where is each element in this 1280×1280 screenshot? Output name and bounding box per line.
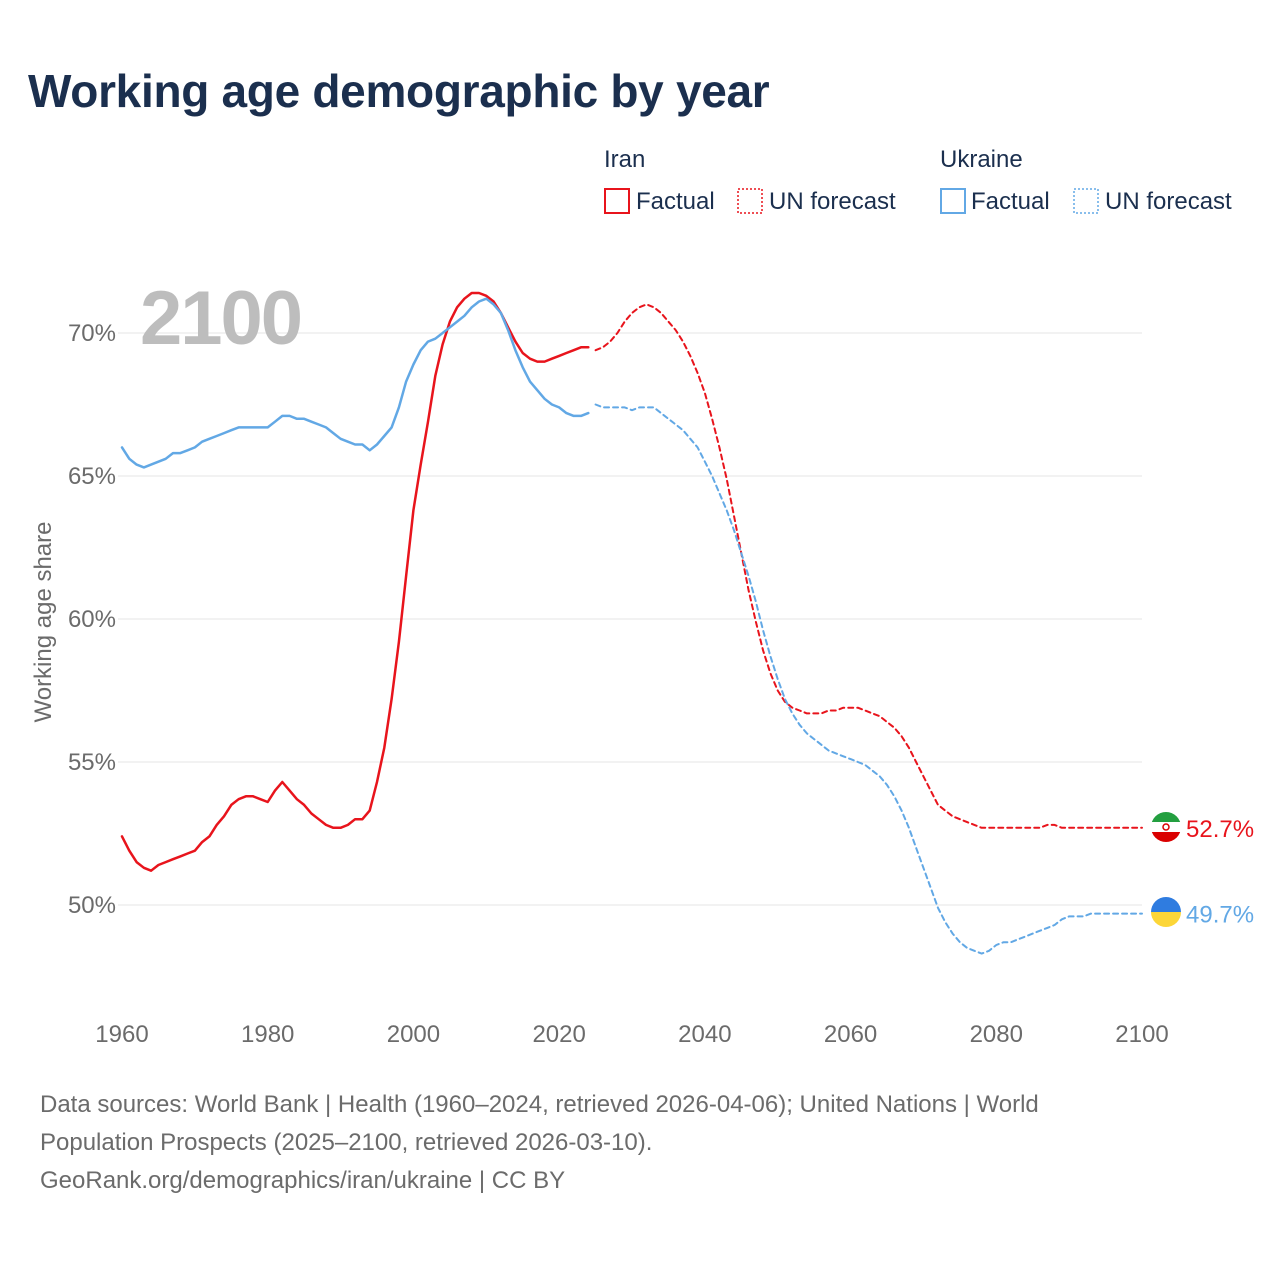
y-tick-label: 70% — [68, 320, 116, 347]
x-tick-label: 2100 — [1115, 1021, 1168, 1048]
legend-swatch-ukraine-factual[interactable] — [940, 188, 966, 214]
legend-label-ukraine-forecast: UN forecast — [1105, 188, 1232, 215]
footer-sources-line2: Population Prospects (2025–2100, retriev… — [40, 1129, 653, 1156]
end-label-ukraine: 49.7% — [1186, 902, 1254, 929]
grid — [118, 332, 1142, 906]
y-tick-label: 65% — [68, 463, 116, 490]
series-line-iran-forecast[interactable] — [594, 303, 1143, 829]
chart-title: Working age demographic by year — [28, 65, 770, 117]
legend-group-ukraine: Ukraine — [940, 146, 1023, 173]
x-tick-label: 2060 — [824, 1021, 877, 1048]
series-line-ukraine-forecast[interactable] — [594, 403, 1143, 955]
flag-iran-icon — [1151, 812, 1181, 842]
x-tick-label: 1960 — [95, 1021, 148, 1048]
legend-label-iran-factual: Factual — [636, 188, 715, 215]
flag-ukraine-icon — [1151, 897, 1181, 927]
legend-swatch-ukraine-forecast[interactable] — [1073, 188, 1099, 214]
y-axis-ticks: 50% 55% 60% 65% 70% — [68, 320, 116, 919]
legend-swatch-iran-factual[interactable] — [604, 188, 630, 214]
footer-attribution[interactable]: GeoRank.org/demographics/iran/ukraine | … — [40, 1167, 566, 1194]
y-tick-label: 60% — [68, 606, 116, 633]
series-line-ukraine-factual[interactable] — [120, 297, 590, 469]
legend-swatch-iran-forecast[interactable] — [737, 188, 763, 214]
legend: Iran Factual UN forecast Ukraine Factual… — [604, 146, 1232, 215]
legend-group-iran: Iran — [604, 146, 645, 173]
legend-label-iran-forecast: UN forecast — [769, 188, 896, 215]
x-tick-label: 2000 — [387, 1021, 440, 1048]
footer: Data sources: World Bank | Health (1960–… — [40, 1086, 1190, 1200]
series-line-iran-factual[interactable] — [120, 291, 590, 872]
end-labels: 52.7% 49.7% — [1186, 816, 1254, 929]
x-axis-ticks: 1960 1980 2000 2020 2040 2060 2080 2100 — [95, 1021, 1168, 1048]
x-tick-label: 2020 — [532, 1021, 585, 1048]
end-label-iran: 52.7% — [1186, 816, 1254, 843]
footer-sources-line1: Data sources: World Bank | Health (1960–… — [40, 1091, 1039, 1118]
chart-svg: Iran Factual UN forecast Ukraine Factual… — [30, 146, 1254, 1048]
year-overlay: 2100 — [140, 276, 301, 361]
x-tick-label: 2080 — [970, 1021, 1023, 1048]
y-axis-label: Working age share — [30, 522, 57, 723]
x-tick-label: 2040 — [678, 1021, 731, 1048]
legend-label-ukraine-factual: Factual — [971, 188, 1050, 215]
y-tick-label: 55% — [68, 749, 116, 776]
series-lines — [120, 291, 1143, 955]
y-tick-label: 50% — [68, 892, 116, 919]
x-tick-label: 1980 — [241, 1021, 294, 1048]
